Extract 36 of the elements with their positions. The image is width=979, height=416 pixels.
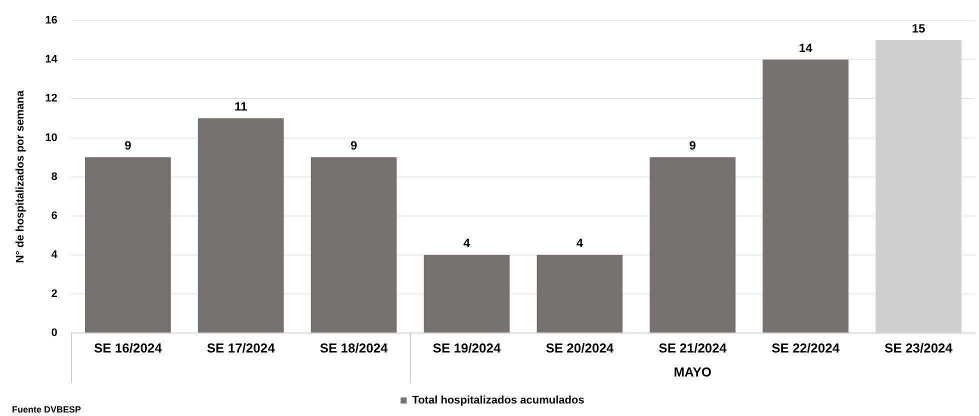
bar <box>536 254 623 332</box>
bar <box>650 157 736 332</box>
y-axis-title: N° de hospitalizados por semana <box>14 90 27 264</box>
data-label: 14 <box>798 40 813 55</box>
x-tick-label: SE 22/2024 <box>772 340 840 356</box>
data-label: 9 <box>124 138 132 153</box>
y-tick-label: 12 <box>45 92 58 105</box>
data-label: 11 <box>234 100 248 114</box>
text: MAYO <box>674 364 712 380</box>
x-tick-label: SE 20/2024 <box>546 340 614 356</box>
y-tick-label: 14 <box>45 54 58 66</box>
data-label: 4 <box>576 236 584 250</box>
legend-label: Total hospitalizados acumulados <box>412 394 584 407</box>
bar <box>198 118 284 332</box>
bar <box>310 157 397 332</box>
data-label: 15 <box>912 21 926 36</box>
source-note: Fuente DVBESP <box>12 404 82 414</box>
x-tick-label: SE 18/2024 <box>320 340 389 356</box>
y-tick-label: 4 <box>51 248 58 261</box>
bar <box>84 157 171 332</box>
bar <box>762 60 848 332</box>
x-tick-label: SE 21/2024 <box>658 340 728 356</box>
bar <box>424 254 510 332</box>
data-label: 4 <box>463 236 470 250</box>
y-tick-label: 2 <box>51 288 58 300</box>
y-tick-label: 16 <box>45 14 58 27</box>
data-label: 9 <box>689 138 696 153</box>
y-tick-label: 6 <box>51 210 58 222</box>
data-label: 9 <box>350 138 358 153</box>
x-tick-label: SE 23/2024 <box>884 340 954 356</box>
y-tick-label: 10 <box>45 132 58 144</box>
x-tick-label: SE 16/2024 <box>94 340 163 356</box>
y-tick-label: 0 <box>51 327 58 340</box>
x-tick-label: SE 19/2024 <box>432 340 502 356</box>
x-tick-label: SE 17/2024 <box>206 340 276 356</box>
y-tick-label: 8 <box>51 170 58 183</box>
